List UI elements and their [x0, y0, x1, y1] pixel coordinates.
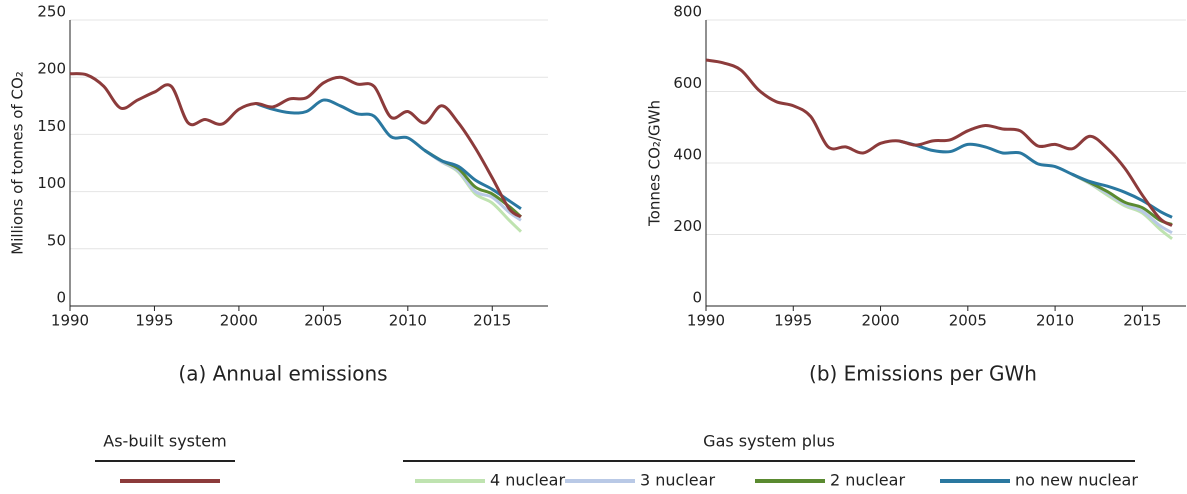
- y-tick-label: 0: [692, 289, 702, 307]
- series-line: [897, 139, 1173, 219]
- y-tick-label: 50: [47, 231, 66, 249]
- y-tick-label: 0: [56, 289, 66, 307]
- legend-group-title: As-built system: [103, 432, 226, 451]
- y-tick-label: 800: [673, 3, 702, 21]
- y-tick-label: 200: [37, 60, 66, 78]
- legend-group-title: Gas system plus: [703, 432, 835, 451]
- y-tick-label: 150: [37, 117, 66, 135]
- series-line: [255, 98, 522, 211]
- y-tick-label: 600: [673, 74, 702, 92]
- legend-label: no new nuclear: [1015, 471, 1138, 490]
- x-tick-label: 2005: [949, 312, 987, 330]
- y-tick-label: 250: [37, 3, 66, 21]
- legend-label: 3 nuclear: [640, 471, 715, 490]
- y-tick-label: 200: [673, 217, 702, 235]
- caption: (a) Annual emissions: [178, 362, 387, 386]
- x-tick-label: 2010: [1036, 312, 1074, 330]
- x-tick-label: 1990: [687, 312, 725, 330]
- legend-label: 4 nuclear: [490, 471, 565, 490]
- series-line: [1071, 173, 1173, 240]
- legend-label: 2 nuclear: [830, 471, 905, 490]
- y-tick-label: 400: [673, 146, 702, 164]
- x-tick-label: 2000: [220, 312, 258, 330]
- caption: (b) Emissions per GWh: [809, 362, 1037, 386]
- y-axis-label: Tonnes CO₂/GWh: [646, 100, 664, 227]
- x-tick-label: 2000: [861, 312, 899, 330]
- x-tick-label: 2015: [473, 312, 511, 330]
- x-tick-label: 1995: [135, 312, 173, 330]
- x-tick-label: 2010: [389, 312, 427, 330]
- series-line: [69, 72, 522, 219]
- x-tick-label: 2015: [1123, 312, 1161, 330]
- y-tick-label: 100: [37, 174, 66, 192]
- series-line: [705, 58, 1173, 227]
- series-line: [1071, 173, 1173, 235]
- x-tick-label: 1995: [774, 312, 812, 330]
- x-tick-label: 1990: [51, 312, 89, 330]
- y-axis-label: Millions of tonnes of CO₂: [9, 71, 27, 255]
- x-tick-label: 2005: [304, 312, 342, 330]
